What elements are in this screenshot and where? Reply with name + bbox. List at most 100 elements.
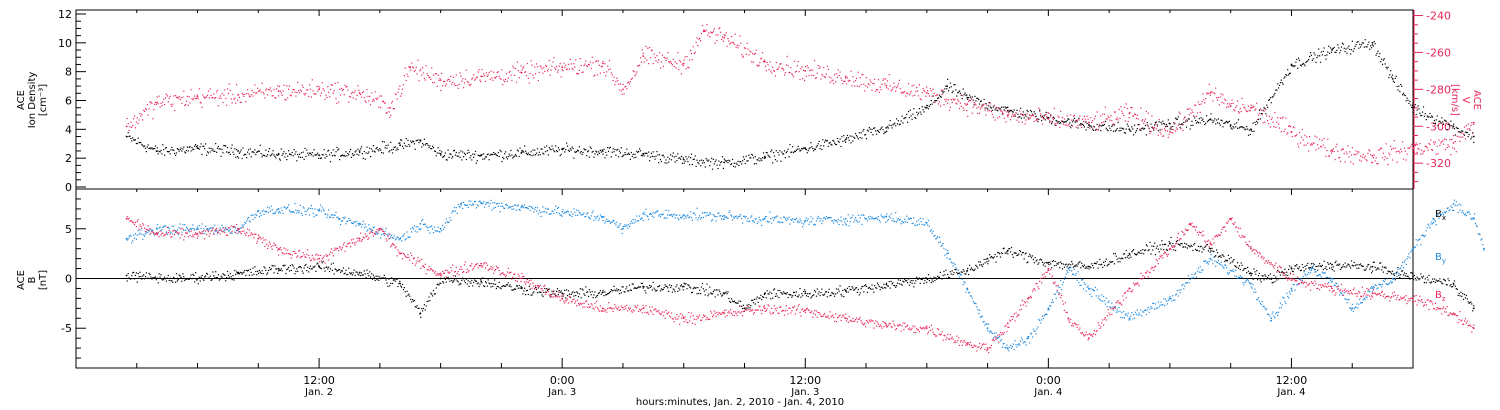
- bottom-series-bx-sample: [996, 255, 998, 258]
- top-series-density-sample: [571, 146, 573, 148]
- top-series-density-sample: [692, 158, 694, 161]
- top-series-density-sample: [357, 148, 359, 150]
- bottom-series-bx-sample: [1203, 249, 1205, 251]
- bottom-series-by-sample: [282, 212, 284, 214]
- top-series-density-sample: [363, 150, 365, 153]
- top-series-vx-sample: [757, 65, 759, 67]
- top-series-vx-sample: [879, 86, 881, 88]
- top-series-density-sample: [694, 155, 696, 157]
- top-series-vx-sample: [959, 102, 961, 104]
- top-series-vx-sample: [517, 70, 519, 72]
- bottom-series-bx-sample: [599, 290, 601, 292]
- bottom-series-bx-sample: [248, 274, 250, 276]
- top-series-vx-sample: [882, 79, 884, 81]
- top-series-density-sample: [1284, 76, 1286, 78]
- top-series-density-sample: [739, 161, 741, 163]
- top-series-density-sample: [986, 107, 988, 109]
- bottom-series-by-sample: [158, 227, 160, 229]
- top-series-density-sample: [1038, 118, 1040, 120]
- top-series-density-sample: [1115, 129, 1117, 131]
- top-series-vx-sample: [1293, 127, 1295, 129]
- bottom-series-bx-sample: [1196, 249, 1199, 251]
- top-series-density-sample: [1136, 128, 1138, 130]
- top-series-vx-sample: [1112, 123, 1114, 126]
- top-series-vx-sample: [307, 89, 309, 91]
- bottom-series-bx-sample: [830, 294, 832, 296]
- top-series-density-sample: [833, 140, 835, 142]
- top-series-density-sample: [569, 148, 571, 150]
- top-series-density-sample: [677, 153, 679, 155]
- bottom-series-by-sample: [294, 203, 296, 205]
- bottom-series-by-sample: [355, 225, 357, 227]
- bottom-series-bx-sample: [175, 281, 177, 283]
- bottom-series-by-sample: [377, 233, 379, 235]
- bottom-series-bx-sample: [197, 283, 199, 285]
- top-series-vx-sample: [452, 81, 454, 83]
- top-series-vx-sample: [605, 75, 607, 77]
- bottom-series-bx-sample: [556, 290, 558, 292]
- top-series-vx-sample: [435, 73, 437, 75]
- top-series-vx-sample: [263, 93, 265, 95]
- bottom-series-bx-sample: [667, 287, 669, 289]
- bottom-series-bx-sample: [814, 291, 817, 293]
- top-series-density-sample: [807, 150, 809, 152]
- bottom-series-bx-sample: [903, 281, 905, 283]
- bottom-series-by-sample: [267, 211, 270, 214]
- top-series-vx-sample: [1154, 123, 1157, 125]
- bottom-series-bx-sample: [487, 279, 489, 281]
- top-series-vx-sample: [529, 72, 531, 75]
- bottom-series-bx-sample: [1457, 294, 1459, 296]
- top-series-vx-sample: [1463, 126, 1466, 128]
- top-series-vx-sample: [268, 89, 271, 91]
- top-series-density-sample: [1392, 80, 1394, 82]
- top-series-density-sample: [1449, 125, 1451, 127]
- bottom-series-bx-sample: [927, 278, 929, 280]
- top-series-density-sample: [1278, 84, 1281, 86]
- bottom-series-bx-sample: [466, 283, 468, 285]
- top-series-density-sample: [1079, 124, 1081, 126]
- top-series-vx-sample: [688, 67, 690, 69]
- bottom-series-bx-sample: [367, 272, 369, 275]
- top-series-density-sample: [969, 94, 971, 96]
- top-series-density-sample: [704, 166, 706, 168]
- top-series-vx-sample: [273, 89, 275, 91]
- bottom-series-bx-sample: [1372, 261, 1374, 263]
- top-series-vx-sample: [919, 98, 921, 100]
- top-series-vx-sample: [1201, 101, 1203, 103]
- bottom-series-by-sample: [237, 229, 240, 231]
- bottom-series-bx-point-18: [804, 292, 807, 295]
- top-series-density-sample: [1162, 120, 1164, 122]
- bottom-series-bx-sample: [821, 288, 823, 290]
- top-series-vx-sample: [1321, 139, 1323, 141]
- top-series-vx-sample: [1403, 147, 1405, 149]
- bottom-series-bx-sample: [208, 277, 210, 279]
- top-series-vx-sample: [155, 103, 157, 105]
- top-series-density-sample: [1126, 123, 1128, 125]
- top-series-vx-sample: [936, 94, 938, 96]
- top-series-density-sample: [447, 149, 449, 151]
- bottom-series-bx-sample: [548, 288, 550, 290]
- bottom-series-bx-sample: [823, 294, 825, 296]
- top-series-density-sample: [1250, 129, 1252, 131]
- top-series-vx-sample: [1075, 126, 1077, 128]
- top-series-density-sample: [1295, 61, 1297, 63]
- bottom-series-by-sample: [223, 230, 225, 232]
- bottom-series-by-sample: [197, 228, 199, 230]
- bottom-series-bx-sample: [253, 273, 255, 275]
- top-series-vx-sample: [220, 97, 222, 99]
- top-series-vx-sample: [558, 65, 560, 67]
- top-series-density-sample: [983, 98, 985, 101]
- top-series-density-sample: [1294, 65, 1296, 67]
- bottom-series-bx-sample: [728, 297, 730, 300]
- top-series-vx-sample: [251, 90, 253, 92]
- top-series-density-sample: [1337, 44, 1339, 46]
- top-series-vx-sample: [335, 97, 337, 100]
- top-series-vx-sample: [822, 75, 824, 77]
- top-series-vx-sample: [230, 98, 232, 100]
- top-series-vx-sample: [935, 95, 937, 97]
- top-series-density-sample: [189, 146, 191, 148]
- bottom-series-bx-sample: [719, 290, 721, 293]
- top-series-vx-sample: [1264, 121, 1266, 123]
- top-series-density-sample: [417, 139, 419, 141]
- top-series-density-sample: [676, 160, 678, 162]
